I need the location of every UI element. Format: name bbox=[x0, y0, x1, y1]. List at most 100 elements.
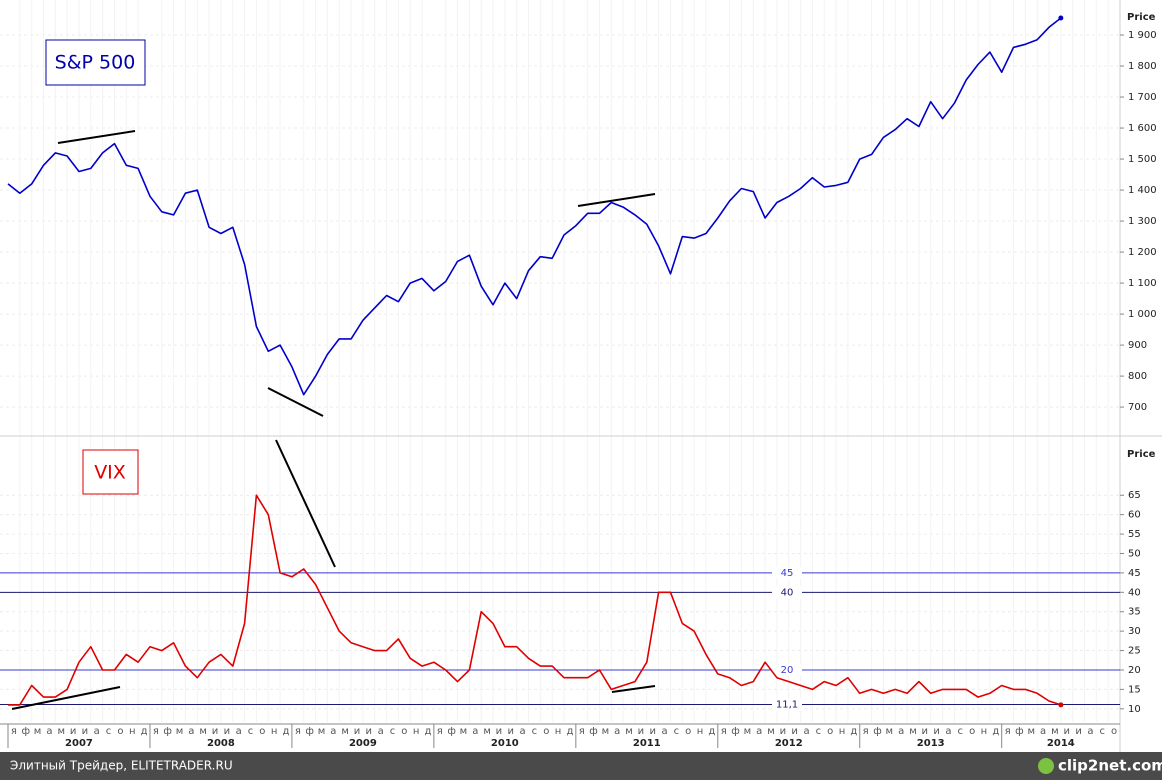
year-label: 2011 bbox=[633, 738, 661, 749]
month-label: о bbox=[685, 726, 691, 737]
month-label: о bbox=[543, 726, 549, 737]
y-tick-label: 40 bbox=[1128, 587, 1141, 598]
month-label: м bbox=[460, 726, 468, 737]
trend-line bbox=[275, 439, 336, 568]
y-tick-label: 35 bbox=[1128, 607, 1141, 618]
year-label: 2008 bbox=[207, 738, 235, 749]
month-label: н bbox=[413, 726, 420, 737]
legend-label: VIX bbox=[94, 462, 126, 484]
month-label: м bbox=[602, 726, 610, 737]
month-label: д bbox=[283, 726, 290, 737]
month-label: с bbox=[532, 726, 538, 737]
month-label: м bbox=[341, 726, 349, 737]
last-point bbox=[1058, 15, 1064, 21]
series-line bbox=[7, 17, 1062, 396]
month-label: ф bbox=[305, 726, 314, 737]
month-label: ф bbox=[447, 726, 456, 737]
month-label: а bbox=[378, 726, 384, 737]
month-label: и bbox=[224, 726, 231, 737]
month-label: м bbox=[767, 726, 775, 737]
month-label: я bbox=[863, 726, 869, 737]
footer-bar bbox=[0, 752, 1162, 780]
footer-logo: clip2net.com bbox=[1058, 757, 1162, 775]
reference-label: 11,1 bbox=[776, 700, 798, 711]
month-label: с bbox=[958, 726, 964, 737]
month-label: н bbox=[697, 726, 704, 737]
month-label: ф bbox=[21, 726, 30, 737]
month-label: и bbox=[1075, 726, 1082, 737]
y-tick-label: 50 bbox=[1128, 548, 1141, 559]
trend-lines bbox=[11, 130, 656, 710]
month-label: и bbox=[922, 726, 929, 737]
month-label: ф bbox=[731, 726, 740, 737]
logo-icon bbox=[1038, 758, 1054, 774]
y-tick-label: 60 bbox=[1128, 510, 1141, 521]
month-label: и bbox=[1064, 726, 1071, 737]
month-label: м bbox=[625, 726, 633, 737]
month-label: я bbox=[721, 726, 727, 737]
legend-box bbox=[82, 449, 139, 495]
month-label: н bbox=[839, 726, 846, 737]
year-label: 2012 bbox=[775, 738, 803, 749]
month-label: а bbox=[1087, 726, 1093, 737]
y-tick-label: 1 400 bbox=[1128, 185, 1157, 196]
month-label: а bbox=[661, 726, 667, 737]
y-tick-label: 1 300 bbox=[1128, 216, 1157, 227]
month-label: н bbox=[129, 726, 136, 737]
footer-source: Элитный Трейдер, ELITETRADER.RU bbox=[10, 759, 233, 773]
y-tick-label: 1 100 bbox=[1128, 278, 1157, 289]
reference-label-bg bbox=[772, 663, 802, 676]
month-label: м bbox=[199, 726, 207, 737]
series-layer: 45 40 20 11,1 bbox=[0, 15, 1120, 711]
month-label: и bbox=[933, 726, 940, 737]
month-label: м bbox=[318, 726, 326, 737]
month-label: а bbox=[188, 726, 194, 737]
month-label: м bbox=[909, 726, 917, 737]
y-tick-label: 1 600 bbox=[1128, 123, 1157, 134]
reference-label-bg bbox=[772, 698, 802, 711]
month-label: д bbox=[992, 726, 999, 737]
month-label: о bbox=[1111, 726, 1117, 737]
month-label: а bbox=[945, 726, 951, 737]
trend-line bbox=[611, 685, 656, 693]
year-label: 2010 bbox=[491, 738, 519, 749]
month-label: и bbox=[82, 726, 89, 737]
y-tick-label: 65 bbox=[1128, 490, 1141, 501]
month-label: и bbox=[496, 726, 503, 737]
trend-line bbox=[577, 193, 656, 207]
month-label: а bbox=[803, 726, 809, 737]
trend-line bbox=[57, 130, 136, 144]
reference-label: 20 bbox=[781, 665, 794, 676]
y-tick-label: 15 bbox=[1128, 684, 1141, 695]
month-label: а bbox=[94, 726, 100, 737]
y-tick-label: 900 bbox=[1128, 340, 1147, 351]
month-label: д bbox=[424, 726, 431, 737]
month-label: м bbox=[1028, 726, 1036, 737]
month-label: о bbox=[827, 726, 833, 737]
y-axis-title: Price bbox=[1127, 449, 1156, 460]
y-tick-label: 1 500 bbox=[1128, 154, 1157, 165]
month-label: и bbox=[638, 726, 645, 737]
month-label: д bbox=[850, 726, 857, 737]
y-tick-label: 30 bbox=[1128, 626, 1141, 637]
month-label: о bbox=[259, 726, 265, 737]
month-label: и bbox=[791, 726, 798, 737]
axis-layer: Price 700 800 900 1 000 1 100 1 200 1 300 1 400 1… bbox=[0, 12, 1157, 749]
y-axis-title: Price bbox=[1127, 12, 1156, 23]
reference-label: 40 bbox=[781, 587, 794, 598]
month-label: м bbox=[176, 726, 184, 737]
month-label: я bbox=[153, 726, 159, 737]
month-label: я bbox=[11, 726, 17, 737]
month-label: н bbox=[981, 726, 988, 737]
y-tick-label: 1 200 bbox=[1128, 247, 1157, 258]
month-label: д bbox=[566, 726, 573, 737]
month-label: я bbox=[1005, 726, 1011, 737]
month-label: ф bbox=[873, 726, 882, 737]
month-label: а bbox=[614, 726, 620, 737]
month-label: с bbox=[106, 726, 112, 737]
month-label: и bbox=[354, 726, 361, 737]
month-label: м bbox=[34, 726, 42, 737]
month-label: о bbox=[117, 726, 123, 737]
month-label: н bbox=[271, 726, 278, 737]
